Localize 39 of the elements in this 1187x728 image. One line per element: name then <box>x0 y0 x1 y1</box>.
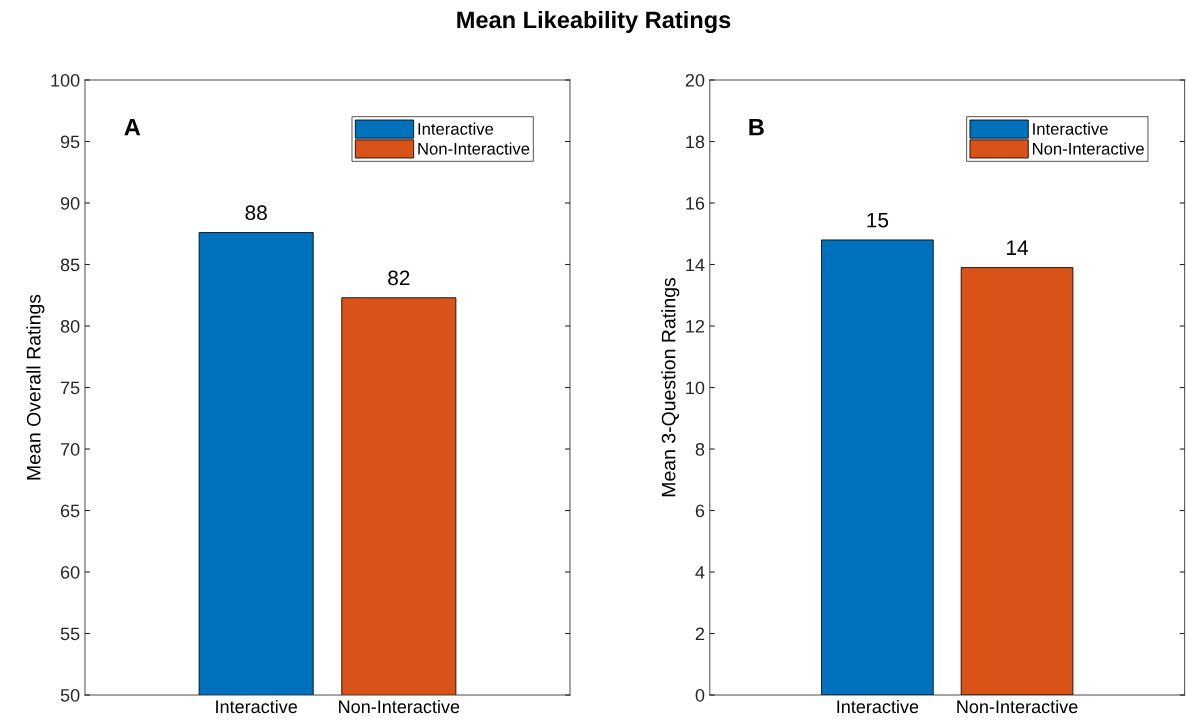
y-tick-label: 18 <box>686 135 705 149</box>
y-tick-label: 14 <box>686 258 705 272</box>
y-tick-label: 16 <box>686 196 705 210</box>
y-axis-title: Mean Overall Ratings <box>26 294 45 480</box>
y-tick-label: 8 <box>695 442 705 456</box>
data-label: 15 <box>867 212 889 228</box>
y-tick-label: 4 <box>695 566 705 579</box>
data-label: 14 <box>1007 240 1029 255</box>
x-tick-label: Non-Interactive <box>339 699 460 714</box>
chart-title: Mean Likeability Ratings <box>457 10 731 34</box>
y-tick-label: 85 <box>60 258 80 272</box>
y-axis-title: Mean 3-Question Ratings <box>661 277 680 497</box>
x-tick-label: Interactive <box>837 699 919 714</box>
y-tick-label: 100 <box>51 73 80 87</box>
y-tick-label: 70 <box>60 442 80 456</box>
y-tick-label: 2 <box>695 627 705 641</box>
legend-label: Non-Interactive <box>1032 142 1144 155</box>
legend-label: Interactive <box>418 122 494 135</box>
y-tick-label: 20 <box>685 73 705 87</box>
y-tick-label: 90 <box>60 196 80 210</box>
data-label: 82 <box>388 270 410 286</box>
y-tick-label: 65 <box>60 504 80 518</box>
legend-label: Non-Interactive <box>418 142 530 155</box>
x-tick-label: Interactive <box>216 699 298 714</box>
legend-label: Interactive <box>1033 122 1108 135</box>
y-tick-label: 12 <box>686 319 705 333</box>
y-tick-label: 60 <box>60 565 80 579</box>
y-tick-label: 6 <box>695 504 705 518</box>
y-tick-label: 10 <box>686 381 705 395</box>
x-tick-label: Non-Interactive <box>957 699 1078 714</box>
y-tick-label: 80 <box>60 319 80 333</box>
data-label: 88 <box>245 205 267 221</box>
y-tick-label: 50 <box>60 688 80 702</box>
y-tick-label: 55 <box>60 627 80 641</box>
y-tick-label: 0 <box>695 688 705 702</box>
annotation: B <box>749 119 764 136</box>
y-tick-label: 75 <box>60 381 80 395</box>
y-tick-label: 95 <box>60 135 80 149</box>
annotation: A <box>124 119 141 136</box>
